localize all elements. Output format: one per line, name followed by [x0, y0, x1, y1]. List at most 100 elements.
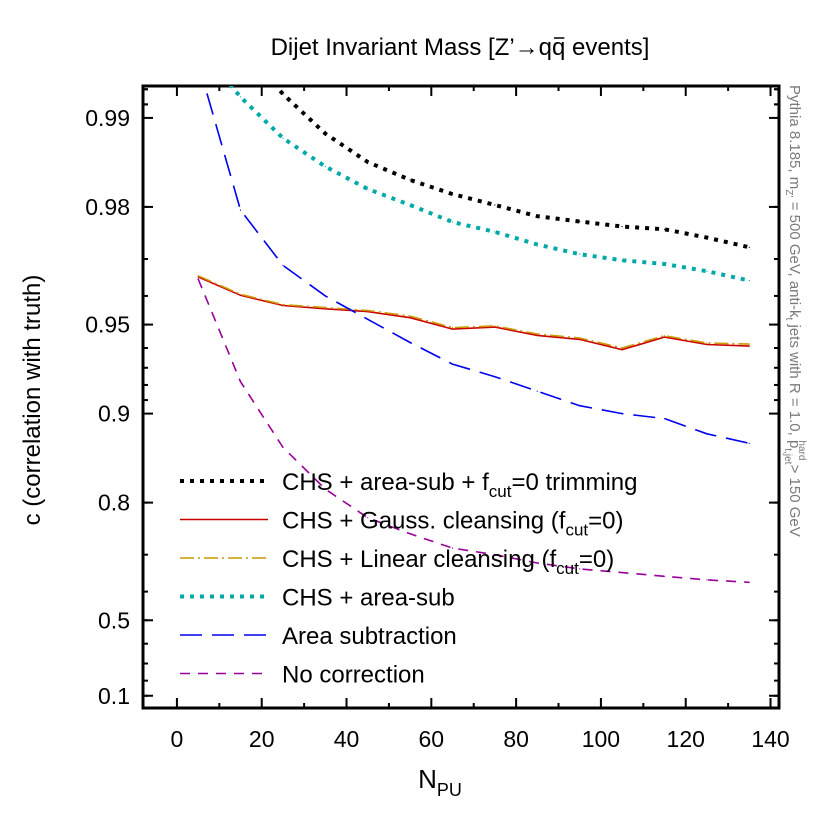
data-point	[367, 309, 369, 312]
data-point	[663, 418, 666, 420]
y-tick-label: 0.8	[98, 490, 130, 516]
y-tick-label: 0.5	[98, 607, 130, 633]
data-point	[324, 295, 326, 297]
data-point	[451, 547, 454, 549]
legend-label-5: Area subtraction	[282, 623, 457, 650]
data-point	[324, 307, 326, 309]
data-point	[579, 337, 581, 339]
data-point	[536, 334, 538, 336]
x-tick-label: 60	[419, 726, 445, 752]
data-point	[367, 161, 369, 163]
data-point	[239, 294, 242, 296]
data-point	[621, 347, 623, 349]
data-point	[451, 327, 454, 329]
data-point	[367, 517, 369, 519]
data-point	[536, 562, 538, 564]
data-point	[409, 204, 411, 206]
data-point	[198, 62, 199, 63]
data-point	[451, 328, 454, 330]
data-point	[663, 336, 666, 338]
data-point	[239, 209, 242, 211]
y-tick-label: 0.98	[85, 194, 130, 220]
data-point	[282, 93, 284, 95]
data-point	[282, 304, 284, 306]
series-line-1	[273, 86, 750, 250]
y-tick-label: 0.99	[85, 105, 130, 131]
x-tick-label: 80	[503, 726, 529, 752]
legend-label-4: CHS + area-sub	[282, 585, 455, 612]
data-point	[197, 278, 199, 280]
data-point	[197, 275, 199, 277]
data-point	[748, 246, 750, 248]
data-point	[579, 338, 581, 340]
x-tick-label: 120	[667, 726, 705, 752]
series-line-5	[203, 86, 750, 445]
y-axis-label: c (correlation with truth)	[19, 275, 46, 526]
data-point	[239, 96, 242, 98]
data-point	[409, 179, 411, 181]
data-point	[748, 442, 750, 444]
data-point	[324, 488, 326, 490]
data-point	[621, 572, 623, 574]
data-point	[706, 342, 708, 344]
data-point	[663, 575, 666, 577]
data-point	[536, 390, 538, 392]
legend-label-1: CHS + area-sub + fcut=0 trimming	[282, 469, 638, 501]
data-point	[663, 335, 666, 337]
series-line-3	[197, 275, 750, 349]
data-point	[367, 318, 369, 320]
data-point	[706, 579, 708, 581]
data-point	[282, 446, 284, 448]
x-tick-label: 100	[582, 726, 620, 752]
data-point	[451, 193, 454, 195]
data-point	[621, 413, 623, 415]
data-point	[579, 568, 581, 570]
chart-title: Dijet Invariant Mass [Z’→qq events]	[271, 34, 650, 61]
data-point	[324, 133, 326, 135]
series-line-6	[197, 278, 750, 584]
data-point	[324, 308, 326, 310]
data-point	[239, 381, 242, 383]
data-point	[494, 376, 496, 378]
x-axis-label: NPU	[418, 764, 462, 800]
data-point	[198, 45, 199, 46]
data-point	[409, 317, 411, 319]
data-point	[409, 341, 411, 344]
data-point	[536, 333, 538, 335]
data-point	[706, 237, 708, 239]
data-point	[748, 343, 750, 345]
data-point	[239, 293, 242, 295]
data-point	[621, 349, 623, 351]
data-point	[324, 165, 326, 168]
data-point	[409, 533, 411, 535]
data-point	[367, 188, 369, 190]
series-line-4	[228, 86, 750, 283]
data-point	[494, 554, 496, 556]
data-point	[451, 363, 454, 365]
data-point	[579, 405, 581, 407]
data-point	[621, 225, 623, 228]
x-tick-label: 140	[751, 726, 789, 752]
legend-label-3: CHS + Linear cleansing (fcut=0)	[282, 546, 614, 578]
y-tick-label: 0.1	[98, 683, 130, 709]
y-tick-label: 0.9	[98, 401, 130, 427]
data-point	[451, 221, 454, 223]
x-tick-label: 20	[249, 726, 275, 752]
data-point	[579, 220, 581, 223]
legend-label-2: CHS + Gauss. cleansing (fcut=0)	[282, 508, 624, 540]
x-tick-label: 40	[334, 726, 360, 752]
data-point	[748, 280, 750, 282]
data-point	[282, 264, 284, 266]
data-point	[282, 137, 284, 139]
data-point	[748, 581, 750, 583]
side-note: Pythia 8.185, mZ’ = 500 GeV, anti-kt jet…	[782, 85, 807, 537]
data-point	[536, 215, 538, 217]
data-point	[706, 343, 708, 346]
x-tick-label: 0	[171, 726, 184, 752]
data-point	[409, 315, 411, 317]
data-point	[621, 259, 623, 261]
y-tick-label: 0.95	[85, 312, 130, 338]
series-line-2	[197, 276, 750, 351]
data-point	[663, 263, 666, 265]
